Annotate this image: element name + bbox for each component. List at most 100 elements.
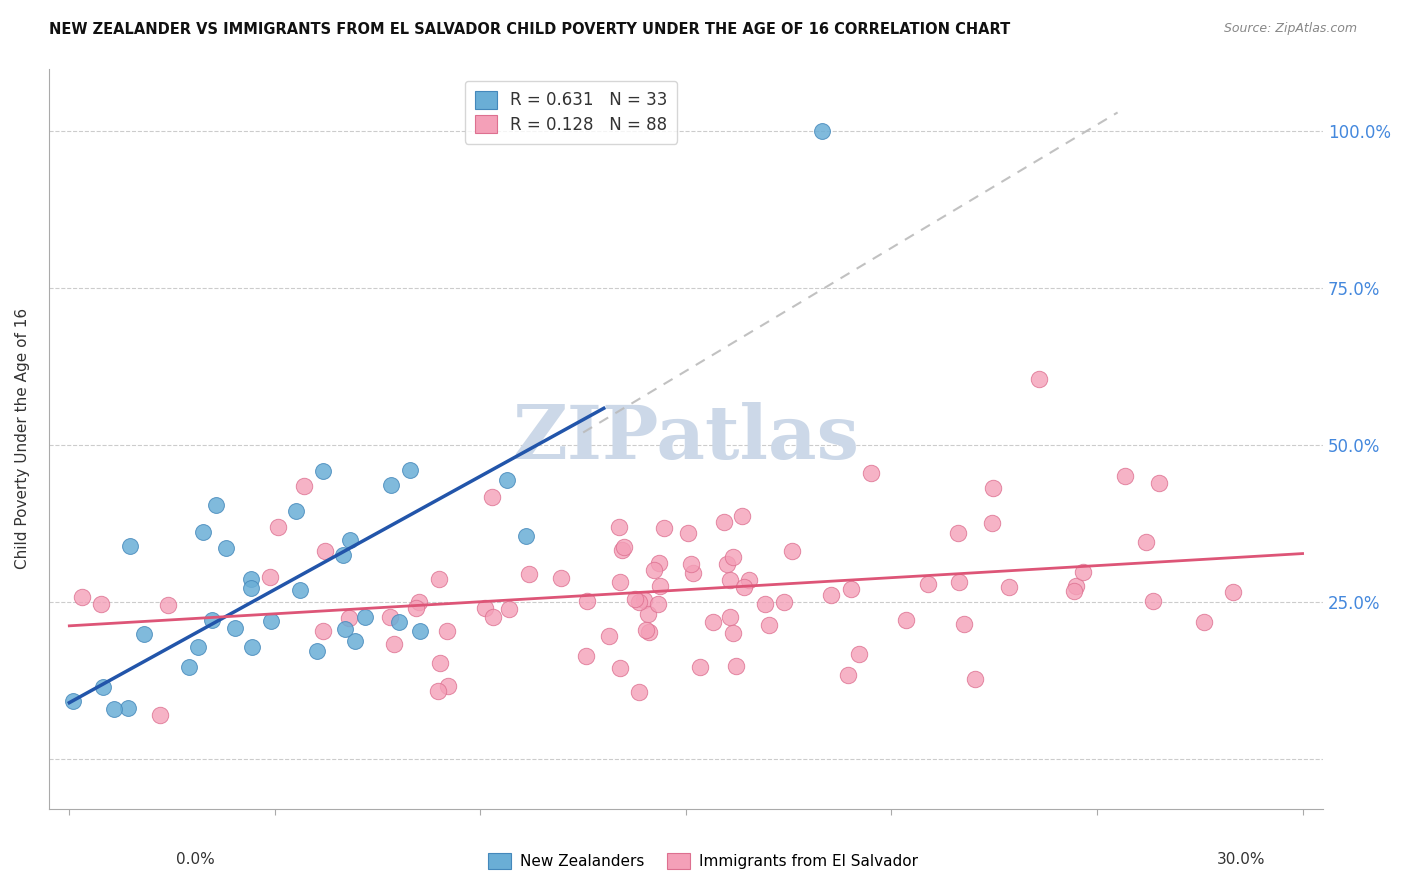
Point (260, 614, 283, 628)
Point (339, 533, 361, 547)
Point (134, 627, 156, 641)
Point (515, 529, 537, 543)
Legend: New Zealanders, Immigrants from El Salvador: New Zealanders, Immigrants from El Salva… (482, 847, 924, 875)
Point (894, 613, 917, 627)
Point (1114, 469, 1136, 483)
Point (643, 563, 665, 577)
Point (240, 581, 263, 595)
Point (948, 575, 970, 590)
Point (378, 610, 401, 624)
Point (481, 490, 503, 504)
Point (738, 573, 761, 587)
Point (292, 479, 315, 493)
Point (1028, 372, 1050, 386)
Point (609, 574, 631, 589)
Point (1135, 534, 1157, 549)
Point (481, 609, 503, 624)
Point (284, 504, 307, 518)
Point (810, 124, 832, 138)
Point (780, 543, 803, 558)
Text: NEW ZEALANDER VS IMMIGRANTS FROM EL SALVADOR CHILD POVERTY UNDER THE AGE OF 16 C: NEW ZEALANDER VS IMMIGRANTS FROM EL SALV… (49, 22, 1011, 37)
Point (848, 647, 870, 661)
Point (427, 684, 450, 698)
Point (354, 609, 377, 624)
Point (953, 617, 976, 632)
Point (1063, 583, 1085, 598)
Point (312, 463, 335, 477)
Legend: R = 0.631   N = 33, R = 0.128   N = 88: R = 0.631 N = 33, R = 0.128 N = 88 (465, 80, 678, 144)
Point (980, 516, 1002, 530)
Point (91, 680, 114, 694)
Point (387, 615, 409, 630)
Point (177, 659, 200, 673)
Point (607, 520, 630, 534)
Point (981, 481, 1004, 495)
Text: 0.0%: 0.0% (176, 852, 215, 867)
Point (636, 623, 658, 637)
Point (754, 597, 776, 611)
Point (156, 599, 179, 613)
Point (609, 660, 631, 674)
Point (628, 595, 651, 609)
Point (718, 573, 741, 587)
Point (267, 520, 290, 534)
Point (187, 640, 209, 654)
Point (90, 597, 112, 611)
Y-axis label: Child Poverty Under the Age of 16: Child Poverty Under the Age of 16 (15, 309, 30, 569)
Point (550, 571, 572, 585)
Point (820, 588, 842, 602)
Point (408, 595, 430, 609)
Point (837, 668, 859, 682)
Point (1142, 594, 1164, 608)
Point (633, 592, 655, 607)
Point (224, 621, 246, 635)
Point (610, 543, 633, 558)
Point (436, 624, 458, 638)
Point (689, 660, 711, 674)
Point (758, 618, 780, 632)
Point (384, 637, 406, 651)
Point (773, 595, 796, 609)
Point (290, 582, 312, 597)
Point (682, 566, 704, 580)
Point (1147, 475, 1170, 490)
Point (575, 649, 598, 664)
Point (723, 549, 745, 564)
Point (519, 566, 541, 581)
Point (702, 615, 724, 630)
Point (598, 629, 620, 643)
Point (733, 580, 755, 594)
Point (637, 607, 659, 622)
Point (70, 590, 93, 604)
Text: 30.0%: 30.0% (1218, 852, 1265, 867)
Point (718, 610, 741, 624)
Point (496, 473, 519, 487)
Point (725, 658, 748, 673)
Point (498, 601, 520, 615)
Point (427, 572, 450, 586)
Point (240, 640, 263, 654)
Point (678, 526, 700, 541)
Point (337, 611, 360, 625)
Point (474, 601, 496, 615)
Point (149, 707, 172, 722)
Point (997, 580, 1019, 594)
Point (1222, 585, 1244, 599)
Point (399, 463, 422, 477)
Point (1071, 565, 1094, 579)
Point (429, 656, 451, 670)
Point (612, 541, 634, 555)
Point (380, 477, 402, 491)
Point (1064, 579, 1087, 593)
Point (859, 467, 882, 481)
Point (730, 508, 752, 523)
Point (118, 539, 141, 553)
Text: Source: ZipAtlas.com: Source: ZipAtlas.com (1223, 22, 1357, 36)
Point (946, 526, 969, 541)
Point (312, 624, 335, 638)
Point (624, 591, 647, 606)
Point (647, 598, 669, 612)
Point (1192, 615, 1215, 630)
Point (681, 557, 703, 571)
Point (839, 582, 862, 596)
